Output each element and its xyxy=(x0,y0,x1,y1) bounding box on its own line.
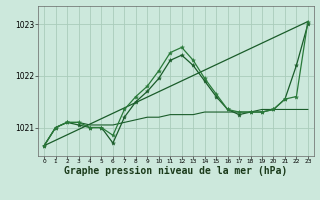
X-axis label: Graphe pression niveau de la mer (hPa): Graphe pression niveau de la mer (hPa) xyxy=(64,166,288,176)
